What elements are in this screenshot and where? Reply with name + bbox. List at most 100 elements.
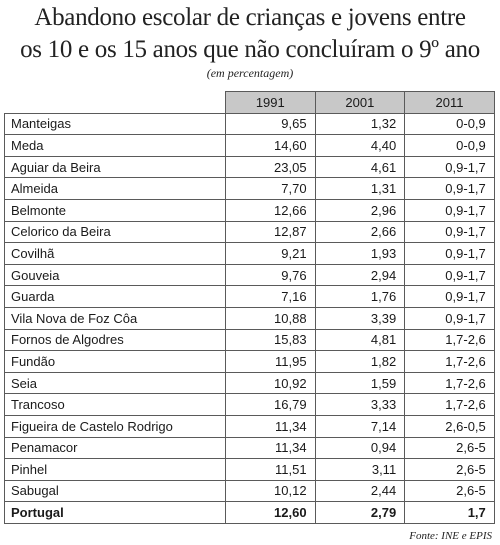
table-row: Gouveia 9,76 2,94 0,9-1,7 — [4, 263, 495, 287]
value-1991-cell: 15,83 — [225, 328, 316, 352]
value-2001-cell: 7,14 — [314, 414, 406, 438]
table-row: Fornos de Algodres 15,83 4,81 1,7-2,6 — [4, 328, 495, 352]
value-1991-cell: 11,51 — [225, 458, 316, 481]
municipality-cell: Figueira de Castelo Rodrigo — [4, 414, 226, 438]
value-2001-cell: 4,81 — [314, 328, 406, 352]
municipality-cell: Seia — [4, 371, 226, 395]
value-2011-cell: 2,6-5 — [404, 458, 495, 481]
header-2011: 2011 — [404, 91, 495, 114]
value-1991-cell: 9,21 — [225, 242, 316, 265]
value-1991-cell: 14,60 — [225, 134, 316, 157]
header-1991: 1991 — [225, 91, 316, 114]
value-2001-cell: 1,32 — [314, 112, 406, 136]
municipality-cell: Belmonte — [4, 198, 226, 222]
value-1991-cell: 12,66 — [225, 198, 316, 222]
value-2011-cell: 0,9-1,7 — [404, 177, 495, 200]
value-2001-cell: 2,96 — [314, 198, 406, 222]
municipality-cell: Portugal — [4, 501, 226, 524]
value-2001-cell: 1,93 — [314, 242, 406, 265]
table-row: Celorico da Beira 12,87 2,66 0,9-1,7 — [4, 220, 495, 244]
municipality-cell: Fornos de Algodres — [4, 328, 226, 352]
value-1991-cell: 7,16 — [225, 285, 316, 308]
value-1991-cell: 9,76 — [225, 263, 316, 287]
header-row: 1991 2001 2011 — [4, 91, 495, 114]
data-table: 1991 2001 2011 Manteigas 9,65 1,32 0-0,9 Med… — [4, 91, 495, 524]
value-2001-cell: 1,59 — [314, 371, 406, 395]
value-1991-cell: 11,34 — [225, 414, 316, 438]
subtitle: (em percentagem) — [206, 66, 294, 80]
value-2001-cell: 4,61 — [314, 155, 406, 179]
table-row: Figueira de Castelo Rodrigo 11,34 7,14 2,6-… — [4, 414, 495, 438]
value-1991-cell: 23,05 — [225, 155, 316, 179]
municipality-cell: Manteigas — [4, 112, 226, 136]
value-2011-cell: 2,6-0,5 — [404, 414, 495, 438]
table-row: Penamacor 11,34 0,94 2,6-5 — [4, 436, 495, 460]
value-2011-cell: 0,9-1,7 — [404, 220, 495, 244]
table-body: Manteigas 9,65 1,32 0-0,9 Meda 14,60 4,40 0-0,9… — [4, 112, 495, 524]
value-2001-cell: 1,31 — [314, 177, 406, 200]
title-line-1: Abandono escolar de crianças e jovens en… — [34, 4, 466, 31]
value-2011-cell: 1,7-2,6 — [404, 350, 495, 373]
title-line-2: os 10 e os 15 anos que não concluíram o … — [20, 36, 480, 63]
value-2011-cell: 0,9-1,7 — [404, 242, 495, 265]
table-row: Aguiar da Beira 23,05 4,61 0,9-1,7 — [4, 155, 495, 179]
value-1991-cell: 9,65 — [225, 112, 316, 136]
source-note: Fonte: INE e EPIS — [409, 530, 492, 542]
table-row: Seia 10,92 1,59 1,7-2,6 — [4, 371, 495, 395]
value-2001-cell: 0,94 — [314, 436, 406, 460]
total-row: Portugal 12,60 2,79 1,7 — [4, 501, 495, 524]
municipality-cell: Penamacor — [4, 436, 226, 460]
value-2011-cell: 1,7-2,6 — [404, 371, 495, 395]
value-2001-cell: 3,11 — [314, 458, 406, 481]
table-row: Sabugal 10,12 2,44 2,6-5 — [4, 479, 495, 503]
value-2001-cell: 1,76 — [314, 285, 406, 308]
value-2011-cell: 0,9-1,7 — [404, 263, 495, 287]
table-row: Guarda 7,16 1,76 0,9-1,7 — [4, 285, 495, 308]
municipality-cell: Almeida — [4, 177, 226, 200]
value-1991-cell: 12,87 — [225, 220, 316, 244]
header-2001: 2001 — [314, 91, 406, 114]
municipality-cell: Fundão — [4, 350, 226, 373]
table-row: Trancoso 16,79 3,33 1,7-2,6 — [4, 393, 495, 416]
value-1991-cell: 10,12 — [225, 479, 316, 503]
header-corner — [4, 91, 226, 114]
value-2011-cell: 1,7-2,6 — [404, 393, 495, 416]
value-2001-cell: 4,40 — [314, 134, 406, 157]
municipality-cell: Covilhã — [4, 242, 226, 265]
value-2001-cell: 2,94 — [314, 263, 406, 287]
value-2001-cell: 3,33 — [314, 393, 406, 416]
value-2011-cell: 1,7 — [404, 501, 495, 524]
page-title: Abandono escolar de crianças e jovens en… — [0, 2, 500, 66]
value-2011-cell: 0,9-1,7 — [404, 198, 495, 222]
municipality-cell: Gouveia — [4, 263, 226, 287]
municipality-cell: Aguiar da Beira — [4, 155, 226, 179]
value-2001-cell: 3,39 — [314, 306, 406, 330]
value-2011-cell: 0,9-1,7 — [404, 285, 495, 308]
value-2011-cell: 0-0,9 — [404, 134, 495, 157]
value-2001-cell: 2,66 — [314, 220, 406, 244]
value-1991-cell: 12,60 — [225, 501, 316, 524]
value-1991-cell: 7,70 — [225, 177, 316, 200]
table-row: Manteigas 9,65 1,32 0-0,9 — [4, 112, 495, 136]
municipality-cell: Trancoso — [4, 393, 226, 416]
municipality-cell: Celorico da Beira — [4, 220, 226, 244]
table-row: Meda 14,60 4,40 0-0,9 — [4, 134, 495, 157]
value-1991-cell: 10,88 — [225, 306, 316, 330]
value-2001-cell: 2,79 — [314, 501, 406, 524]
value-2011-cell: 2,6-5 — [404, 436, 495, 460]
value-2011-cell: 0,9-1,7 — [404, 306, 495, 330]
value-2011-cell: 2,6-5 — [404, 479, 495, 503]
table-row: Fundão 11,95 1,82 1,7-2,6 — [4, 350, 495, 373]
value-2011-cell: 1,7-2,6 — [404, 328, 495, 352]
value-2001-cell: 2,44 — [314, 479, 406, 503]
value-1991-cell: 16,79 — [225, 393, 316, 416]
value-1991-cell: 10,92 — [225, 371, 316, 395]
municipality-cell: Guarda — [4, 285, 226, 308]
value-2011-cell: 0,9-1,7 — [404, 155, 495, 179]
table-row: Belmonte 12,66 2,96 0,9-1,7 — [4, 198, 495, 222]
municipality-cell: Vila Nova de Foz Côa — [4, 306, 226, 330]
municipality-cell: Pinhel — [4, 458, 226, 481]
value-1991-cell: 11,34 — [225, 436, 316, 460]
municipality-cell: Sabugal — [4, 479, 226, 503]
value-2001-cell: 1,82 — [314, 350, 406, 373]
